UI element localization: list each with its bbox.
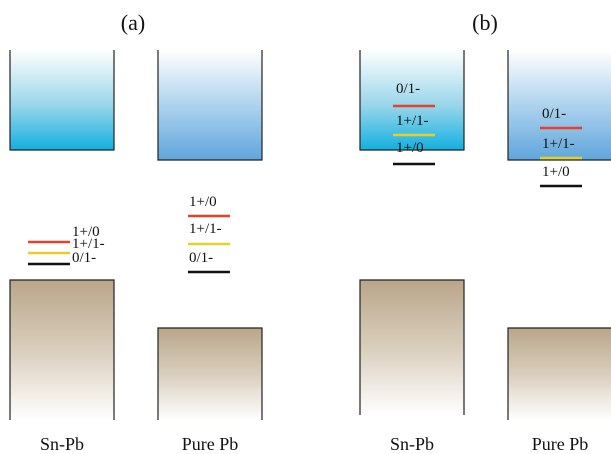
panel-label: (b) [472, 10, 498, 35]
level-label: 1+/0 [542, 164, 570, 180]
conduction-band [10, 50, 114, 150]
valence-band [10, 280, 114, 420]
level-label: 0/1- [396, 81, 420, 97]
band-edge [9, 50, 115, 151]
valence-band [158, 328, 262, 420]
valence-band [360, 280, 464, 415]
conduction-band [360, 50, 464, 150]
level-label: 1+/1- [542, 136, 575, 152]
band-edge [359, 279, 465, 415]
band-edge [507, 50, 611, 161]
level-label: 0/1- [542, 106, 566, 122]
level-label: 0/1- [189, 250, 213, 266]
band-edge [359, 50, 465, 151]
band-edge [9, 279, 115, 420]
level-label: 1+/0 [189, 194, 217, 210]
column-label: Sn-Pb [40, 434, 84, 454]
band-edge [507, 327, 611, 420]
level-label: 1+/1- [72, 236, 105, 252]
level-label: 1+/1- [396, 113, 429, 129]
panel-label: (a) [121, 10, 145, 35]
level-label: 1+/0 [396, 140, 424, 156]
level-label: 1+/1- [189, 221, 222, 237]
band-edge [157, 50, 263, 161]
valence-band [508, 328, 611, 420]
column-label: Pure Pb [532, 434, 589, 454]
column-label: Sn-Pb [390, 434, 434, 454]
conduction-band [508, 50, 611, 160]
conduction-band [158, 50, 262, 160]
level-label: 1+/0 [72, 224, 100, 240]
band-edge [157, 327, 263, 420]
level-label: 0/1- [72, 250, 96, 266]
column-label: Pure Pb [182, 434, 239, 454]
